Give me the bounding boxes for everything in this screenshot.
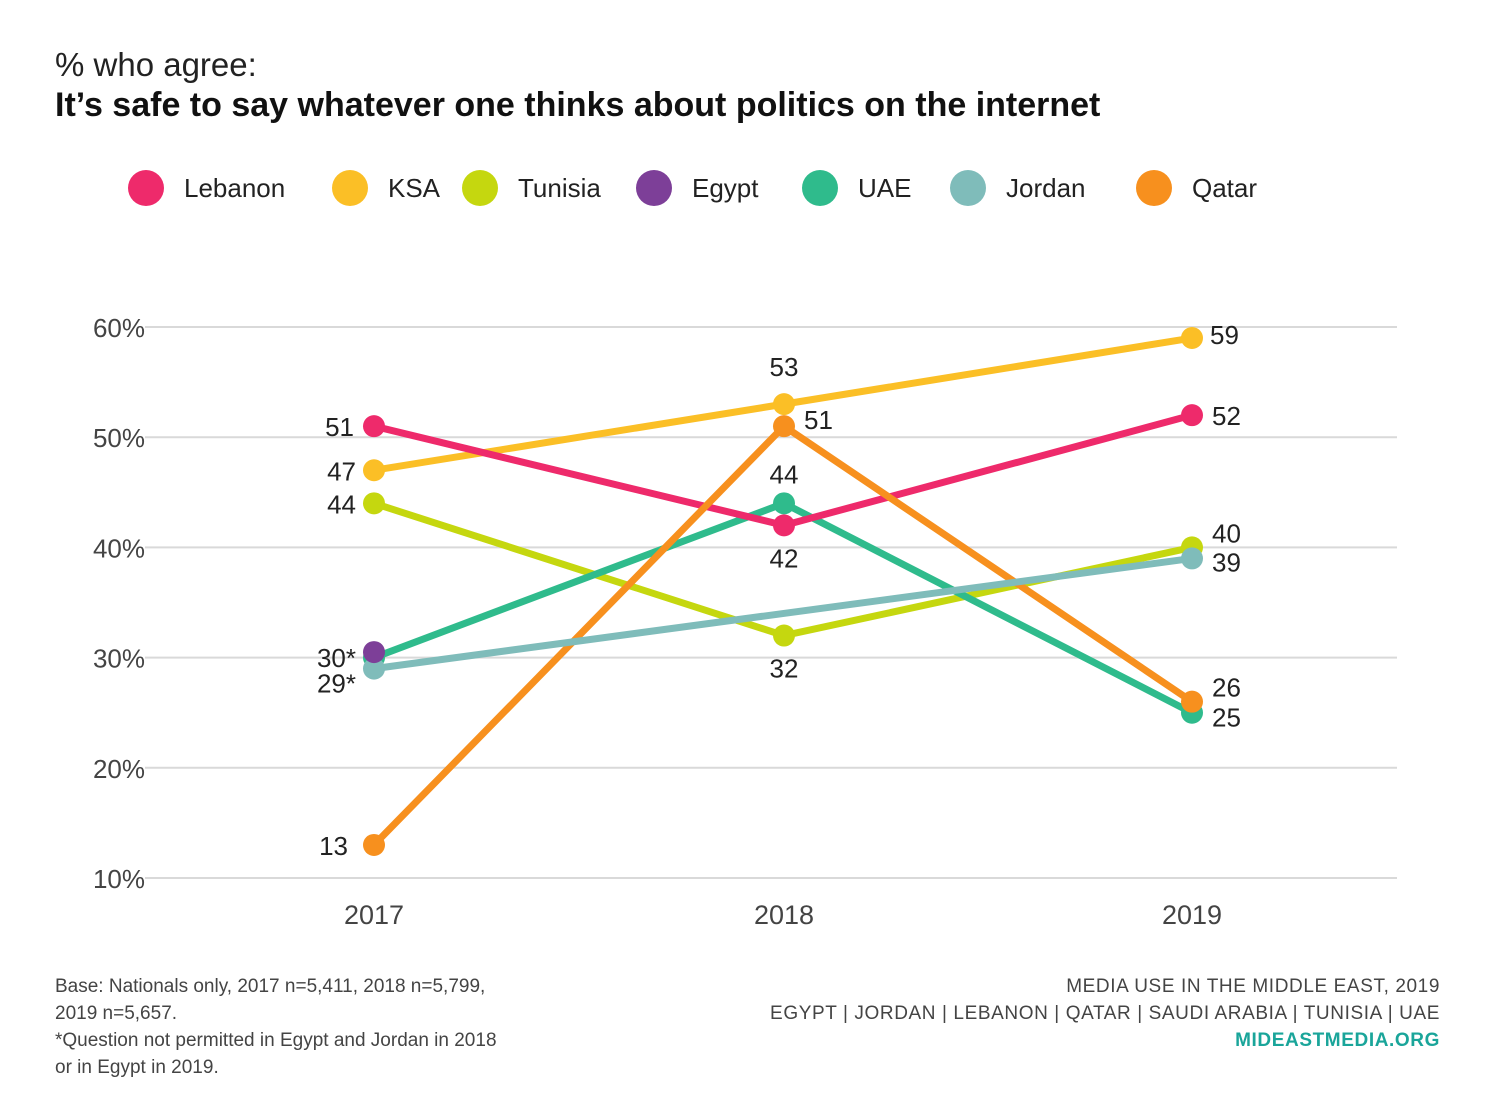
y-tick-label: 40% bbox=[93, 533, 145, 563]
data-label-qatar: 26 bbox=[1212, 673, 1241, 703]
data-label-uae: 44 bbox=[770, 459, 799, 489]
legend-dot-uae bbox=[802, 170, 838, 206]
legend-item-uae: UAE bbox=[802, 168, 911, 208]
legend-dot-ksa bbox=[332, 170, 368, 206]
point-ksa bbox=[1181, 327, 1203, 350]
footnote-line: or in Egypt in 2019. bbox=[55, 1057, 219, 1078]
point-lebanon bbox=[1181, 404, 1203, 427]
legend-label-jordan: Jordan bbox=[1006, 172, 1086, 203]
y-tick-label: 50% bbox=[93, 423, 145, 453]
credits-line: EGYPT | JORDAN | LEBANON | QATAR | SAUDI… bbox=[770, 1003, 1440, 1024]
data-label-ksa: 59 bbox=[1210, 320, 1239, 350]
data-label-ksa: 47 bbox=[327, 456, 356, 486]
legend-item-qatar: Qatar bbox=[1136, 168, 1257, 208]
point-lebanon bbox=[363, 415, 385, 438]
footnote-line: Base: Nationals only, 2017 n=5,411, 2018… bbox=[55, 976, 486, 997]
legend-item-lebanon: Lebanon bbox=[128, 168, 285, 208]
footnote: Base: Nationals only, 2017 n=5,411, 2018… bbox=[55, 973, 497, 1081]
legend-label-qatar: Qatar bbox=[1192, 172, 1258, 203]
legend-label-tunisia: Tunisia bbox=[518, 172, 601, 203]
credits: MEDIA USE IN THE MIDDLE EAST, 2019 EGYPT… bbox=[770, 973, 1440, 1054]
point-tunisia bbox=[773, 624, 795, 647]
point-jordan bbox=[1181, 547, 1203, 570]
data-label-qatar: 51 bbox=[804, 405, 833, 435]
legend-dot-egypt bbox=[636, 170, 672, 206]
footnote-line: 2019 n=5,657. bbox=[55, 1003, 178, 1024]
data-label-tunisia: 32 bbox=[770, 654, 799, 684]
point-tunisia bbox=[363, 492, 385, 515]
y-tick-label: 30% bbox=[93, 644, 145, 674]
data-label-ksa: 53 bbox=[770, 352, 799, 382]
point-ksa bbox=[363, 459, 385, 482]
credits-line: MEDIA USE IN THE MIDDLE EAST, 2019 bbox=[1066, 976, 1440, 997]
y-tick-label: 10% bbox=[93, 864, 145, 894]
data-label-tunisia: 44 bbox=[327, 489, 356, 519]
legend-item-tunisia: Tunisia bbox=[462, 168, 601, 208]
legend-dot-tunisia bbox=[462, 170, 498, 206]
point-ksa bbox=[773, 393, 795, 416]
x-tick-label: 2017 bbox=[344, 900, 404, 930]
data-label-lebanon: 51 bbox=[325, 412, 354, 442]
point-qatar bbox=[1181, 690, 1203, 713]
point-qatar bbox=[773, 415, 795, 438]
point-lebanon bbox=[773, 514, 795, 537]
data-label-uae: 25 bbox=[1212, 703, 1241, 733]
series-line-jordan bbox=[370, 554, 1196, 673]
chart-title: It’s safe to say whatever one thinks abo… bbox=[55, 86, 1101, 124]
legend-dot-jordan bbox=[950, 170, 986, 206]
legend-item-egypt: Egypt bbox=[636, 168, 759, 208]
data-label-lebanon: 52 bbox=[1212, 401, 1241, 431]
legend-label-ksa: KSA bbox=[388, 172, 441, 203]
legend-dot-qatar bbox=[1136, 170, 1172, 206]
legend-label-lebanon: Lebanon bbox=[184, 172, 286, 203]
x-tick-label: 2018 bbox=[754, 900, 814, 930]
legend-label-uae: UAE bbox=[858, 172, 912, 203]
data-label-jordan: 39 bbox=[1212, 547, 1241, 577]
x-tick-label: 2019 bbox=[1162, 900, 1222, 930]
y-tick-label: 60% bbox=[93, 313, 145, 343]
legend-item-ksa: KSA bbox=[332, 168, 440, 208]
data-label-tunisia: 40 bbox=[1212, 518, 1241, 548]
legend-item-jordan: Jordan bbox=[950, 168, 1086, 208]
data-label-egypt: 30* bbox=[317, 643, 356, 673]
point-uae bbox=[773, 492, 795, 515]
point-jordan bbox=[363, 657, 385, 680]
data-label-qatar: 13 bbox=[319, 831, 348, 861]
chart-subtitle: % who agree: bbox=[55, 46, 257, 83]
data-label-jordan: 29* bbox=[317, 669, 356, 699]
point-egypt bbox=[363, 641, 385, 664]
y-tick-label: 20% bbox=[93, 754, 145, 784]
data-label-lebanon: 42 bbox=[770, 543, 799, 573]
footnote-line: *Question not permitted in Egypt and Jor… bbox=[55, 1030, 497, 1051]
legend-label-egypt: Egypt bbox=[692, 172, 759, 203]
site-link[interactable]: MIDEASTMEDIA.ORG bbox=[1235, 1030, 1440, 1051]
legend-dot-lebanon bbox=[128, 170, 164, 206]
point-qatar bbox=[363, 833, 385, 856]
